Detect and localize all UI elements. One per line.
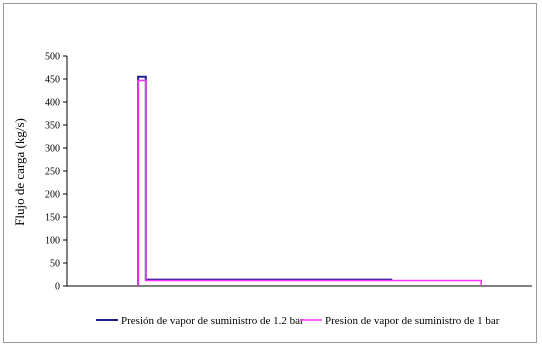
y-tick-label: 450 <box>45 75 60 86</box>
legend-label-2: Presion de vapor de suministro de 1 bar <box>325 315 500 327</box>
y-tick-label: 50 <box>50 259 60 270</box>
y-tick-label: 300 <box>45 144 60 155</box>
legend-label-1: Presión de vapor de suministro de 1.2 ba… <box>121 315 304 327</box>
y-tick-label: 200 <box>45 190 60 201</box>
y-tick-label: 250 <box>45 167 60 178</box>
y-tick-label: 400 <box>45 98 60 109</box>
legend: Presión de vapor de suministro de 1.2 ba… <box>96 315 500 327</box>
y-tick-label: 150 <box>45 213 60 224</box>
chart-svg: 0 50 100 150 200 250 300 350 400 450 500 Flujo de … <box>12 52 532 327</box>
y-tick-label: 350 <box>45 121 60 132</box>
y-tick-label: 500 <box>45 52 60 63</box>
y-axis-title: Flujo de carga (kg/s) <box>12 118 27 226</box>
y-ticks: 0 50 100 150 200 250 300 350 400 450 500 <box>45 52 67 293</box>
y-tick-label: 0 <box>55 282 60 293</box>
axes <box>66 56 532 287</box>
series-line-2 <box>137 79 483 286</box>
series-line-1 <box>137 75 393 286</box>
y-tick-label: 100 <box>45 236 60 247</box>
series-layer <box>137 75 483 286</box>
chart-frame: 0 50 100 150 200 250 300 350 400 450 500 Flujo de … <box>3 3 537 343</box>
